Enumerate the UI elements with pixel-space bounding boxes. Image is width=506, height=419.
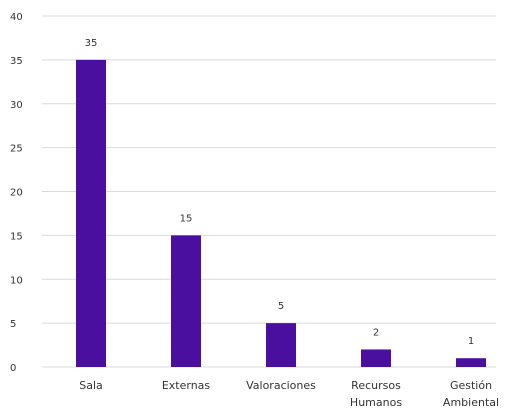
y-tick-label: 25	[10, 144, 23, 155]
bar-value-label: 15	[180, 213, 193, 224]
y-tick-label: 20	[10, 188, 23, 199]
y-tick-label: 0	[10, 363, 16, 374]
bars	[76, 59, 486, 367]
bar	[76, 59, 106, 367]
x-category-label-line: Valoraciones	[246, 379, 316, 392]
x-category-label-line: Externas	[162, 379, 211, 392]
bar	[456, 358, 486, 367]
bar-value-label: 35	[85, 38, 98, 49]
x-category-label: Valoraciones	[246, 379, 316, 392]
bar-value-label: 5	[278, 301, 284, 312]
data-labels: 35 15 5 2 1	[85, 38, 475, 347]
y-tick-label: 30	[10, 100, 23, 111]
bar	[266, 323, 296, 367]
x-category-label: Sala	[79, 379, 103, 392]
x-category-label-line: Gestión	[450, 379, 492, 392]
x-category-label-line: Ambiental	[443, 396, 499, 409]
x-category-label-line: Humanos	[350, 396, 402, 409]
x-category-label-line: Recursos	[351, 379, 401, 392]
bar-value-label: 1	[468, 336, 474, 347]
gridlines	[42, 15, 496, 368]
y-tick-label: 10	[10, 275, 23, 286]
x-category-label: Recursos Humanos	[350, 379, 402, 409]
bar	[361, 349, 391, 367]
y-tick-label: 5	[10, 319, 16, 330]
x-category-label-line: Sala	[79, 379, 103, 392]
x-category-label: Externas	[162, 379, 211, 392]
x-category-label: Gestión Ambiental	[443, 379, 499, 409]
bar-value-label: 2	[373, 327, 379, 338]
y-tick-label: 40	[10, 12, 23, 23]
y-tick-label: 35	[10, 56, 23, 67]
y-tick-label: 15	[10, 231, 23, 242]
y-axis-tick-labels: 0 5 10 15 20 25 30 35 40	[10, 12, 23, 374]
bar	[171, 235, 201, 367]
x-axis-category-labels: Sala Externas Valoraciones Recursos Humanos G…	[79, 379, 499, 409]
